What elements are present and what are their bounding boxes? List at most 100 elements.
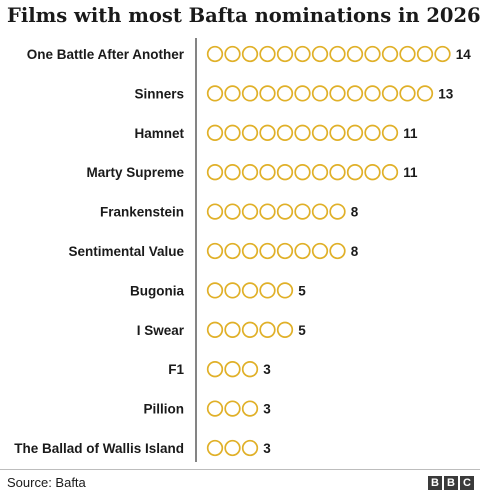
nomination-circle — [346, 85, 364, 102]
value-label: 8 — [351, 205, 359, 220]
nomination-circle — [276, 124, 294, 141]
nomination-circle — [329, 164, 346, 181]
nomination-circle — [259, 321, 276, 338]
nomination-circle — [294, 203, 311, 220]
nomination-circle — [346, 124, 364, 141]
value-label: 5 — [298, 283, 306, 298]
category-label: Frankenstein — [100, 205, 184, 220]
category-label: Sentimental Value — [68, 244, 184, 259]
nomination-circle — [276, 85, 294, 102]
nomination-circle — [346, 164, 364, 181]
nomination-circle — [276, 321, 294, 338]
bbc-logo-letter: B — [428, 476, 442, 490]
bbc-logo-letter: B — [444, 476, 458, 490]
nomination-circle — [206, 203, 224, 220]
nomination-circle — [206, 45, 224, 63]
nomination-circle — [206, 400, 224, 417]
nomination-circle — [381, 124, 399, 141]
nomination-circle — [259, 282, 276, 299]
bbc-logo: B B C — [428, 476, 474, 490]
nomination-circle — [294, 124, 311, 141]
nomination-circle — [276, 203, 294, 220]
nomination-circle — [399, 85, 416, 102]
nomination-circle — [241, 124, 259, 141]
nomination-circle — [224, 203, 241, 220]
nomination-circle — [241, 242, 259, 260]
nomination-circle — [224, 439, 241, 457]
nomination-circle — [259, 164, 276, 181]
footer-divider — [0, 469, 480, 470]
nomination-circle — [241, 164, 259, 181]
nomination-circle — [206, 282, 224, 299]
nomination-circle — [224, 242, 241, 260]
pictogram-chart: One Battle After Another 14 Sinners 13 Hamne… — [14, 38, 471, 462]
value-label: 11 — [403, 165, 418, 180]
nomination-circle — [241, 282, 259, 299]
nomination-circle — [294, 164, 311, 181]
nomination-circle — [224, 282, 241, 299]
nomination-circle — [241, 203, 259, 220]
nomination-circle — [206, 164, 224, 181]
nomination-circle — [276, 45, 294, 63]
nomination-circle — [294, 85, 311, 102]
nomination-circle — [381, 45, 399, 63]
nomination-circle — [364, 45, 381, 63]
nomination-circle — [364, 164, 381, 181]
nomination-circle — [381, 85, 399, 102]
nomination-circle — [206, 361, 224, 378]
category-label: The Ballad of Wallis Island — [14, 441, 184, 456]
nomination-circle — [241, 85, 259, 102]
nomination-circle — [224, 400, 241, 417]
category-label: Pillion — [144, 402, 185, 417]
nomination-circle — [224, 45, 241, 63]
nomination-circle — [276, 164, 294, 181]
nomination-circle — [224, 124, 241, 141]
nomination-circle — [311, 203, 329, 220]
nomination-circle — [241, 321, 259, 338]
nomination-circle — [434, 45, 451, 63]
bbc-logo-letter: C — [460, 476, 474, 490]
nomination-circle — [259, 85, 276, 102]
nomination-circle — [206, 124, 224, 141]
nomination-circle — [259, 45, 276, 63]
nomination-circle — [329, 242, 346, 260]
nomination-circle — [259, 242, 276, 260]
nomination-circle — [241, 400, 259, 417]
nomination-circle — [329, 203, 346, 220]
nomination-circle — [259, 124, 276, 141]
nomination-circle — [399, 45, 416, 63]
category-label: One Battle After Another — [27, 47, 185, 62]
nomination-circle — [224, 164, 241, 181]
value-label: 3 — [263, 362, 271, 377]
value-label: 5 — [298, 323, 306, 338]
category-label: F1 — [168, 362, 184, 377]
nomination-circle — [241, 361, 259, 378]
nomination-circle — [224, 321, 241, 338]
nomination-circle — [294, 45, 311, 63]
nomination-circle — [206, 85, 224, 102]
value-label: 13 — [438, 86, 454, 101]
category-label: Hamnet — [134, 126, 184, 141]
nomination-circle — [311, 45, 329, 63]
nomination-circle — [416, 45, 434, 63]
nomination-circle — [294, 242, 311, 260]
value-label: 3 — [263, 441, 271, 456]
nomination-circle — [224, 361, 241, 378]
nomination-circle — [329, 45, 346, 63]
nomination-circle — [241, 439, 259, 457]
category-label: I Swear — [137, 323, 185, 338]
nomination-circle — [346, 45, 364, 63]
nomination-circle — [241, 45, 259, 63]
nomination-circle — [224, 85, 241, 102]
value-label: 11 — [403, 126, 418, 141]
nomination-circle — [276, 282, 294, 299]
nomination-circle — [311, 164, 329, 181]
nomination-circle — [416, 85, 434, 102]
nomination-circle — [276, 242, 294, 260]
nomination-circle — [206, 439, 224, 457]
nomination-circle — [364, 124, 381, 141]
category-label: Bugonia — [130, 283, 184, 298]
value-label: 3 — [263, 402, 271, 417]
nomination-circle — [206, 321, 224, 338]
